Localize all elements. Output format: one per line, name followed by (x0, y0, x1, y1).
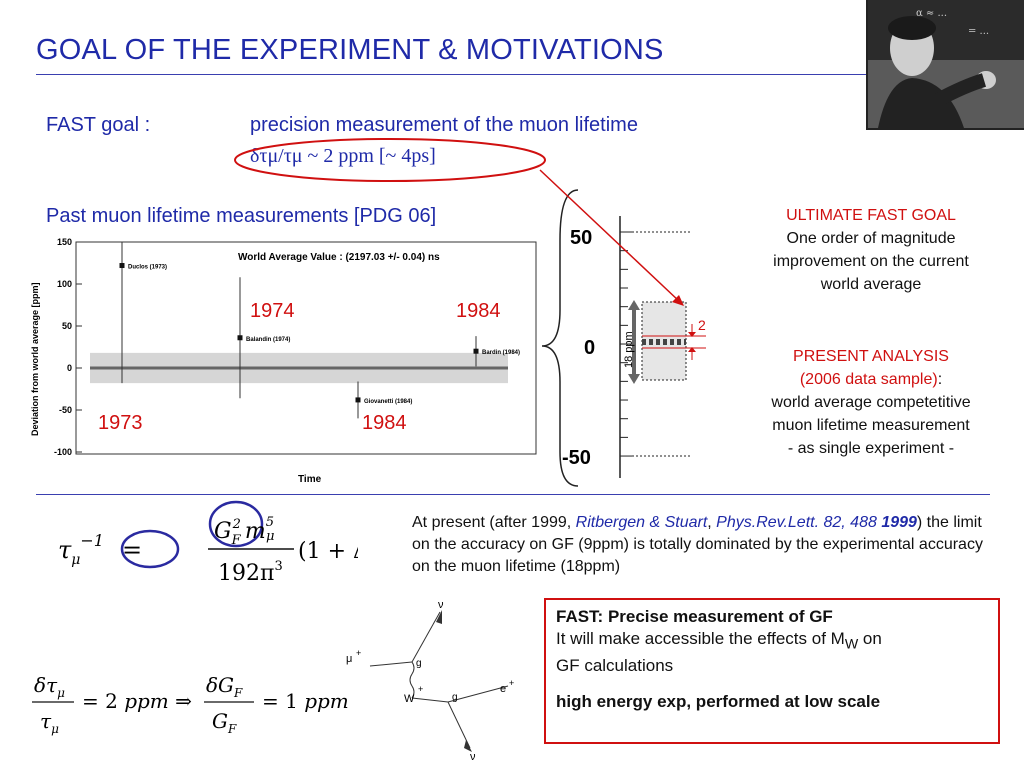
point-label: Balandin (1974) (246, 337, 290, 343)
data-point (237, 335, 243, 341)
numu-label: ν (438, 599, 444, 611)
ultimate-line-3: world average (820, 276, 922, 293)
plot-frame (75, 241, 537, 455)
svg-text:δGF: δGF (206, 673, 243, 700)
point-label: Giovanetti (1984) (364, 399, 412, 405)
nue-label: ν (470, 751, 476, 763)
scale-label-bottom: -50 (562, 447, 591, 469)
present-line-2: muon lifetime measurement (772, 417, 970, 434)
present-line-3: - as single experiment - (787, 440, 955, 457)
paragraph-year: 1999 (881, 514, 917, 531)
y-tick-label: 150 (57, 237, 72, 247)
theory-paragraph: At present (after 1999, Ritbergen & Stua… (412, 512, 1002, 578)
feynman-diagram: ν μ + g g W + e + ν (346, 599, 514, 763)
present-sub: (2006 data sample) (799, 371, 938, 388)
svg-text:τμ: τμ (40, 709, 59, 736)
title-rule (36, 74, 866, 75)
precision-formula: δτμ τμ = 2 ppm ⇒ δGF GF = 1 ppm (30, 666, 350, 746)
svg-text:192π3: 192π3 (218, 559, 283, 586)
svg-text:τμ−1: τμ−1 (58, 531, 104, 568)
e-plus: + (509, 678, 514, 688)
svg-text:GF: GF (212, 709, 237, 736)
present-colon: : (937, 371, 943, 388)
scale-2ppm-label: 2 ppm (698, 317, 710, 333)
zoom-scale: 50 0 -50 18 ppm 2 ppm (541, 189, 710, 487)
section-divider (36, 494, 990, 495)
svg-text:α ≈ ...: α ≈ ... (916, 8, 947, 19)
y-axis-label: Deviation from world average [ppm] (30, 282, 40, 436)
page-title: GOAL OF THE EXPERIMENT & MOTIVATIONS (36, 34, 664, 66)
precision-ellipse (234, 138, 546, 182)
vertex-g2: g (452, 692, 458, 703)
vertex-g1: g (416, 658, 422, 669)
box-line-1: FAST: Precise measurement of GF (556, 607, 833, 626)
present-heading: PRESENT ANALYSIS (793, 348, 949, 365)
scale-label-top: 50 (570, 227, 592, 249)
box-line-2b: on (858, 629, 882, 648)
point-label: Duclos (1973) (128, 265, 167, 271)
paragraph-pre: At present (after 1999, (412, 514, 576, 531)
pointer-arrow (539, 169, 684, 306)
ultimate-goal-block: ULTIMATE FAST GOAL One order of magnitud… (740, 204, 1002, 296)
paragraph-sep: , (707, 514, 717, 531)
point-label: Bardin (1984) (482, 350, 520, 356)
fast-summary-box: FAST: Precise measurement of GF It will … (544, 598, 1000, 744)
present-analysis-block: PRESENT ANALYSIS (2006 data sample): wor… (740, 345, 1002, 460)
data-point (473, 348, 479, 354)
w-plus: + (418, 684, 423, 694)
svg-text:= ...: = ... (968, 26, 989, 37)
y-tick-label: 100 (57, 279, 72, 289)
svg-text:= 2 ppm ⇒: = 2 ppm ⇒ (82, 689, 192, 713)
x-axis-label: Time (298, 474, 322, 485)
present-line-1: world average competetitive (771, 394, 971, 411)
year-label-1984b: 1984 (362, 412, 407, 434)
svg-text:=: = (122, 536, 142, 564)
lifetime-chart: 150 100 50 0 -50 -100 Duclos (1973) Balandin (… (30, 237, 537, 485)
data-point (355, 397, 361, 403)
fast-goal-precision: δτμ/τμ ~ 2 ppm [~ 4ps] (250, 145, 436, 167)
paragraph-authors: Ritbergen & Stuart (575, 514, 708, 531)
portrait-photo: α ≈ ... = ... (866, 0, 1024, 130)
y-tick-label: -100 (54, 447, 72, 457)
box-line-3: GF calculations (556, 656, 674, 676)
e-label: e (500, 683, 506, 695)
fast-goal-label: FAST goal : (46, 114, 151, 136)
svg-text:= 1 ppm: = 1 ppm (262, 689, 349, 713)
paragraph-post: ) the limit on the accuracy on GF (9ppm)… (412, 514, 983, 575)
year-label-1973: 1973 (98, 412, 143, 434)
box-line-2-sub: W (844, 636, 859, 653)
svg-text:δτμ: δτμ (34, 673, 65, 700)
y-tick-label: -50 (59, 405, 72, 415)
past-heading: Past muon lifetime measurements [PDG 06] (46, 205, 437, 227)
mu-plus: + (356, 648, 361, 658)
year-label-1984a: 1984 (456, 300, 501, 322)
ultimate-line-1: One order of magnitude (786, 230, 956, 247)
fast-goal-text: precision measurement of the muon lifeti… (250, 114, 638, 136)
svg-text:(1 + Δq): (1 + Δq) (298, 539, 358, 564)
chart-title: World Average Value : (2197.03 +/- 0.04)… (238, 252, 440, 263)
y-tick-label: 50 (62, 321, 72, 331)
curly-brace (541, 189, 579, 487)
ultimate-line-2: improvement on the current (773, 253, 969, 270)
w-label: W (404, 693, 415, 705)
y-tick-label: 0 (67, 363, 72, 373)
year-label-1974: 1974 (250, 300, 295, 322)
box-line-4: high energy exp, performed at low scale (556, 692, 881, 712)
paragraph-journal: Phys.Rev.Lett. 82, 488 (716, 514, 877, 531)
scale-18ppm-label: 18 ppm (623, 331, 635, 368)
mu-label: μ (346, 653, 352, 665)
data-point (119, 263, 125, 269)
scale-label-mid: 0 (584, 337, 595, 359)
box-line-2a: It will make accessible the effects of M (556, 629, 845, 648)
ultimate-heading: ULTIMATE FAST GOAL (786, 207, 956, 224)
